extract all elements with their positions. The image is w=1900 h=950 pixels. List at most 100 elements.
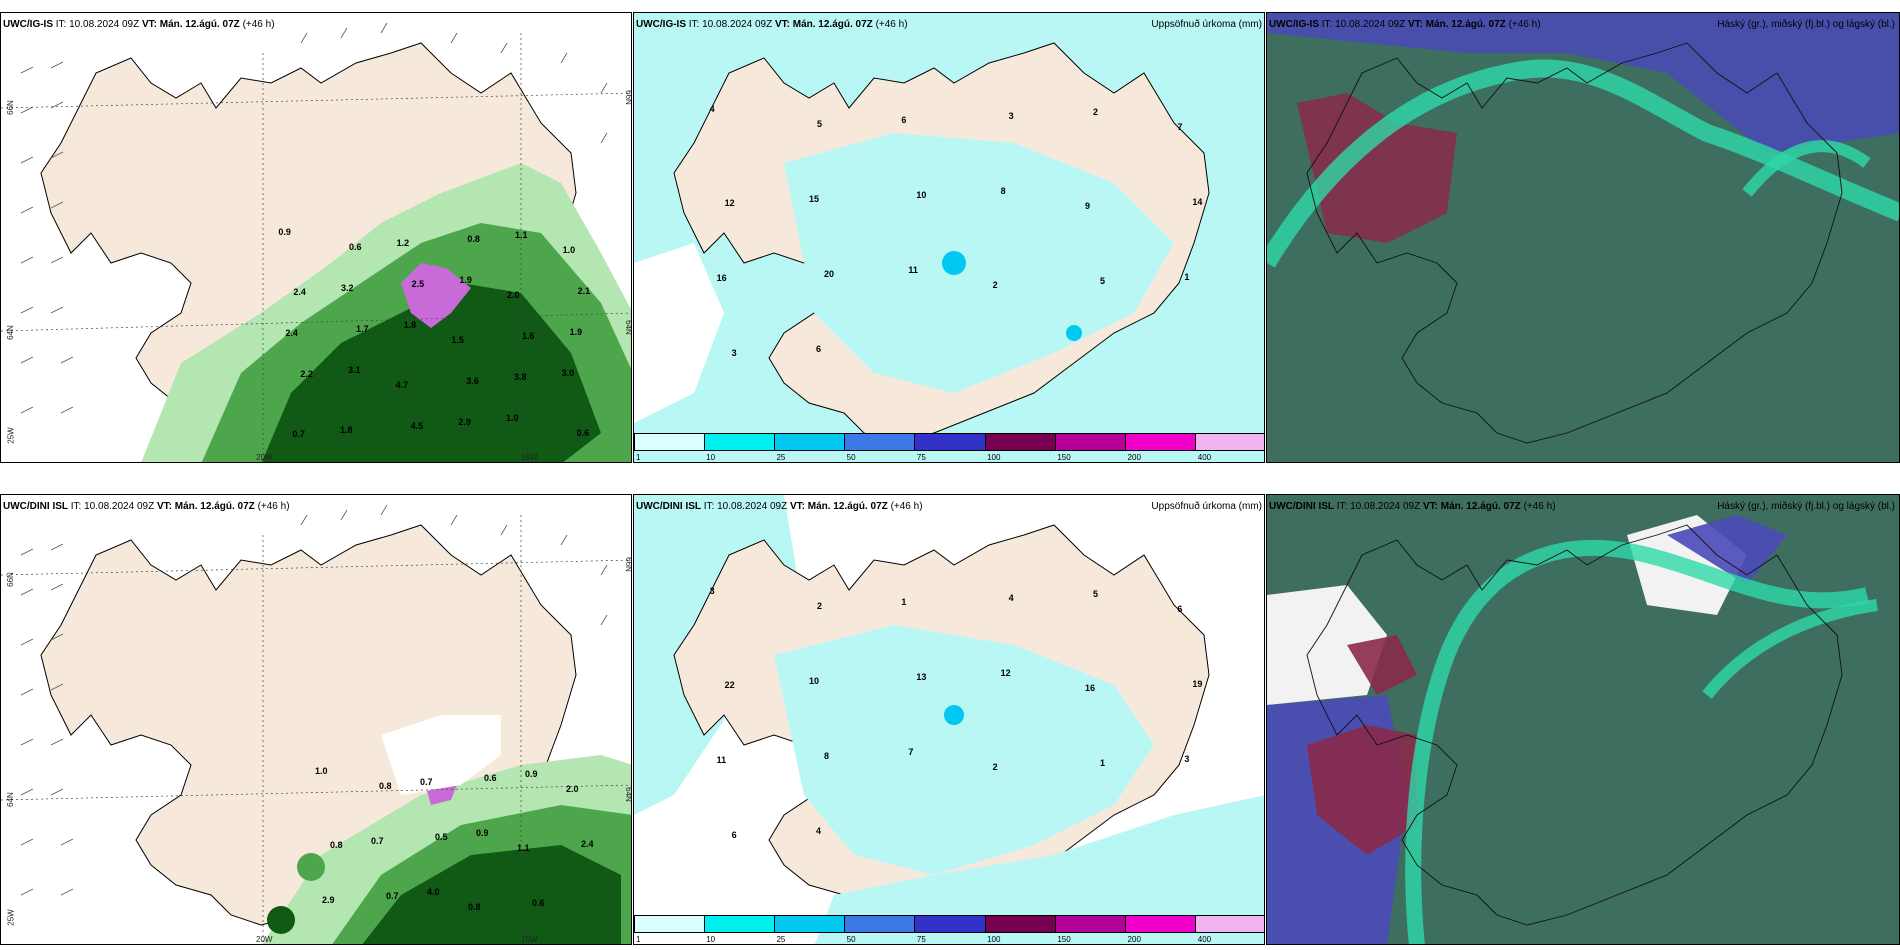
map-value-label: 1.1 xyxy=(515,230,528,240)
colorbar-tick-label: 1 xyxy=(636,935,641,944)
parallel-66n xyxy=(1,559,631,576)
precip-green-dark xyxy=(261,283,601,462)
cloud-teal-band xyxy=(1742,140,1871,197)
lon-label: 25W xyxy=(6,909,16,926)
map-value-label: 1.9 xyxy=(459,275,472,285)
colorbar-swatch xyxy=(705,916,776,932)
iceland-outline xyxy=(1306,524,1843,926)
colorbar-swatch xyxy=(1125,434,1196,450)
map-value-label: 2.4 xyxy=(581,839,594,849)
map-value-label: 1.9 xyxy=(569,327,583,337)
map-value-label: 3.8 xyxy=(514,372,527,382)
lat-label: 64N xyxy=(623,320,632,335)
map-value-label: 20 xyxy=(824,269,835,279)
precip-map-panel-top: UWC/IG-IS IT: 10.08.2024 09Z VT: Mán. 12… xyxy=(633,12,1265,463)
map-value-label: 2.9 xyxy=(322,895,335,905)
map-value-label: 1 xyxy=(901,597,907,607)
map-value-label: 0.6 xyxy=(349,242,362,252)
precip-blob xyxy=(944,705,964,725)
precip-magenta xyxy=(401,263,471,328)
cloud-map-panel-top: UWC/IG-IS IT: 10.08.2024 09Z VT: Mán. 12… xyxy=(1266,12,1900,463)
colorbar-swatch xyxy=(985,916,1056,932)
map-value-label: 3.2 xyxy=(341,283,354,293)
cloud-blue-area xyxy=(1667,515,1787,585)
map-value-label: 2.0 xyxy=(566,784,579,794)
map-value-label: 4.5 xyxy=(410,421,424,431)
colorbar-swatch xyxy=(1055,916,1126,932)
lon-label: 15W xyxy=(521,935,538,944)
map-value-label: 6 xyxy=(731,830,737,840)
wind-map-panel-bottom: UWC/DINI ISL IT: 10.08.2024 09Z VT: Mán.… xyxy=(0,494,632,945)
map-value-label: 0.6 xyxy=(484,773,497,783)
map-value-label: 0.8 xyxy=(467,234,480,244)
panel-header: UWC/DINI ISL IT: 10.08.2024 09Z VT: Mán.… xyxy=(636,501,923,512)
map-value-label: 2 xyxy=(817,601,823,611)
map-value-label: 3.0 xyxy=(561,368,575,378)
colorbar-swatch xyxy=(845,916,916,932)
map-value-label: 11 xyxy=(908,265,918,275)
precip-map-graphic xyxy=(634,13,1264,462)
colorbar-tick-label: 50 xyxy=(846,453,856,462)
wind-map-graphic xyxy=(1,13,631,462)
colorbar-swatch xyxy=(775,916,846,932)
map-value-label: 0.7 xyxy=(371,836,384,846)
wind-map-panel-top: UWC/IG-IS IT: 10.08.2024 09Z VT: Mán. 12… xyxy=(0,12,632,463)
precip-blob xyxy=(942,251,966,275)
map-value-label: 0.8 xyxy=(379,781,392,791)
cloud-title: Háský (gr.), miðský (fj.bl.) og lágský (… xyxy=(1717,501,1895,512)
map-value-label: 3 xyxy=(1008,111,1014,121)
colorbar-swatch xyxy=(775,434,846,450)
map-value-label: 9 xyxy=(1085,201,1091,211)
lon-label: 25W xyxy=(6,427,16,444)
precip-white xyxy=(634,243,724,423)
map-value-label: 6 xyxy=(816,344,822,354)
panel-header: UWC/DINI ISL IT: 10.08.2024 09Z VT: Mán.… xyxy=(3,501,290,512)
map-value-label: 3 xyxy=(731,348,737,358)
colorbar-tick-label: 1 xyxy=(636,453,641,462)
map-value-label: 0.7 xyxy=(292,429,305,439)
wind-map-graphic xyxy=(1,495,631,944)
map-value-label: 1.0 xyxy=(506,413,519,423)
cloud-map-graphic xyxy=(1267,495,1899,944)
map-value-label: 7 xyxy=(908,747,914,757)
parallel-66n xyxy=(1,92,631,109)
colorbar-tick-label: 25 xyxy=(776,935,786,944)
colorbar-swatch xyxy=(635,916,706,932)
lon-label: 20W xyxy=(256,935,273,944)
map-value-label: 2.2 xyxy=(300,369,313,379)
cloud-teal-band xyxy=(1405,540,1869,944)
cloud-red-area xyxy=(1347,635,1417,695)
map-value-label: 5 xyxy=(1093,589,1099,599)
map-value-label: 8 xyxy=(1000,186,1006,196)
map-value-label: 6 xyxy=(901,115,907,125)
panel-header: UWC/IG-IS IT: 10.08.2024 09Z VT: Mán. 12… xyxy=(3,19,275,30)
precip-colorbar xyxy=(634,915,1264,933)
map-value-label: 2.4 xyxy=(293,287,306,297)
map-value-label: 4 xyxy=(816,826,822,836)
wind-barbs xyxy=(20,504,608,896)
panel-header: UWC/DINI ISL IT: 10.08.2024 09Z VT: Mán.… xyxy=(1269,501,1556,512)
colorbar-tick-label: 100 xyxy=(987,453,1001,462)
map-value-label: 14 xyxy=(1192,197,1203,207)
lat-label: 64N xyxy=(5,792,15,807)
map-value-label: 4.0 xyxy=(427,887,440,897)
lon-label: 15W xyxy=(521,453,538,462)
colorbar-tick-label: 10 xyxy=(706,453,716,462)
precip-green-blob xyxy=(297,853,325,881)
map-value-label: 0.8 xyxy=(330,840,343,850)
colorbar-swatch xyxy=(635,434,706,450)
map-value-label: 2 xyxy=(992,762,998,772)
colorbar-swatch xyxy=(1195,916,1264,932)
map-value-label: 1.7 xyxy=(356,324,369,334)
map-value-label: 2.4 xyxy=(285,328,298,338)
cloud-title: Háský (gr.), miðský (fj.bl.) og lágský (… xyxy=(1717,19,1895,30)
map-value-label: 1.1 xyxy=(517,843,530,853)
colorbar-tick-label: 75 xyxy=(916,935,926,944)
map-value-label: 3.6 xyxy=(466,376,479,386)
map-value-label: 5 xyxy=(1100,276,1106,286)
map-value-label: 2 xyxy=(992,280,998,290)
colorbar-swatch xyxy=(1195,434,1264,450)
map-value-label: 4 xyxy=(1008,593,1014,603)
map-value-label: 1 xyxy=(1184,272,1190,282)
panel-header: UWC/IG-IS IT: 10.08.2024 09Z VT: Mán. 12… xyxy=(636,19,908,30)
